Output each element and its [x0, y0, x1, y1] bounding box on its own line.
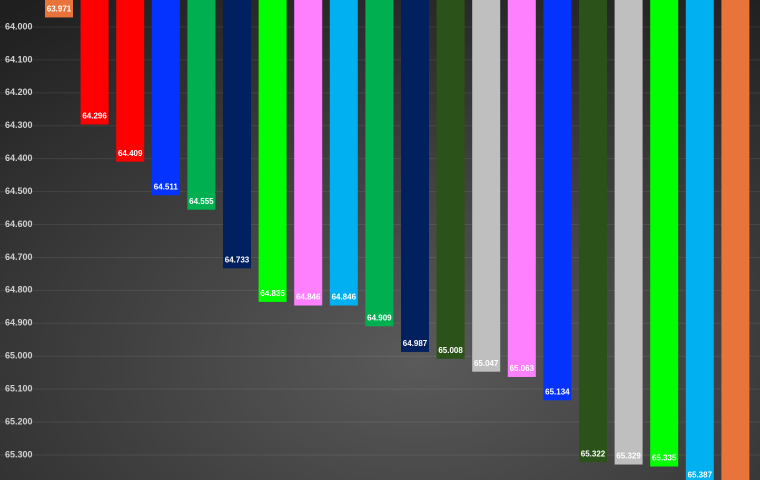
- value-label: 64.409: [118, 149, 143, 158]
- value-label: 65.063: [510, 364, 535, 373]
- bar: [151, 0, 180, 196]
- value-label: 63.971: [47, 5, 72, 14]
- y-tick-label: 65.000: [5, 351, 33, 361]
- value-label: 64.987: [403, 339, 428, 348]
- y-tick-label: 64.200: [5, 87, 33, 97]
- value-label: 65.335: [652, 454, 677, 463]
- bar: [80, 0, 109, 125]
- y-tick-label: 65.100: [5, 384, 33, 394]
- bar: [329, 0, 358, 306]
- value-label: 64.909: [367, 313, 392, 322]
- bar: [258, 0, 287, 302]
- y-tick-label: 64.400: [5, 153, 33, 163]
- value-label: 64.835: [260, 289, 285, 298]
- y-tick-label: 64.600: [5, 219, 33, 229]
- bar: [436, 0, 465, 359]
- y-tick-label: 64.800: [5, 285, 33, 295]
- bar: [721, 0, 750, 480]
- y-tick-label: 64.100: [5, 54, 33, 64]
- value-label: 65.134: [545, 387, 570, 396]
- bar: [579, 0, 607, 463]
- y-tick-label: 65.200: [5, 416, 33, 426]
- value-label: 64.846: [332, 293, 357, 302]
- bar: [685, 0, 714, 480]
- value-label: 64.555: [189, 197, 214, 206]
- bar: [543, 0, 572, 401]
- bar: [187, 0, 216, 210]
- bar: [472, 0, 501, 372]
- y-tick-label: 64.000: [5, 21, 33, 31]
- value-label: 65.387: [688, 471, 713, 480]
- bar: [614, 0, 643, 465]
- bar: [294, 0, 323, 306]
- bar: [507, 0, 536, 377]
- value-label: 64.733: [225, 255, 250, 264]
- y-tick-label: 65.300: [5, 449, 33, 459]
- value-label: 65.322: [581, 449, 606, 458]
- bar: [365, 0, 394, 327]
- value-label: 64.511: [154, 182, 179, 191]
- bar: [45, 0, 73, 18]
- bar: [401, 0, 429, 352]
- value-label: 64.846: [296, 293, 321, 302]
- bar: [116, 0, 145, 162]
- y-tick-label: 64.300: [5, 120, 33, 130]
- value-label: 65.329: [616, 452, 641, 461]
- y-tick-label: 64.500: [5, 186, 33, 196]
- value-label: 65.047: [474, 359, 499, 368]
- value-label: 64.296: [82, 112, 107, 121]
- y-tick-label: 64.700: [5, 252, 33, 262]
- y-tick-label: 64.900: [5, 318, 33, 328]
- bar: [650, 0, 679, 467]
- bar: [223, 0, 251, 269]
- value-label: 65.008: [438, 346, 463, 355]
